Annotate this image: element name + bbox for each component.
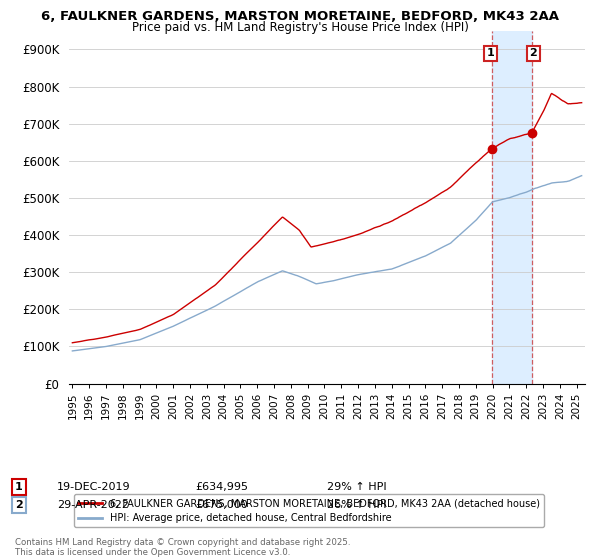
Text: £675,000: £675,000 [195,500,248,510]
Text: 1: 1 [15,482,23,492]
Text: 29-APR-2022: 29-APR-2022 [57,500,129,510]
Text: 2: 2 [15,500,23,510]
Text: Price paid vs. HM Land Registry's House Price Index (HPI): Price paid vs. HM Land Registry's House … [131,21,469,34]
Text: 19-DEC-2019: 19-DEC-2019 [57,482,131,492]
Legend: 6, FAULKNER GARDENS, MARSTON MORETAINE, BEDFORD, MK43 2AA (detached house), HPI:: 6, FAULKNER GARDENS, MARSTON MORETAINE, … [74,494,544,527]
Bar [492,31,532,384]
Text: £634,995: £634,995 [195,482,248,492]
Text: 26% ↑ HPI: 26% ↑ HPI [327,500,386,510]
Text: 1: 1 [487,49,494,58]
Text: Contains HM Land Registry data © Crown copyright and database right 2025.
This d: Contains HM Land Registry data © Crown c… [15,538,350,557]
Text: 6, FAULKNER GARDENS, MARSTON MORETAINE, BEDFORD, MK43 2AA: 6, FAULKNER GARDENS, MARSTON MORETAINE, … [41,10,559,23]
Text: 2: 2 [530,49,537,58]
Text: 29% ↑ HPI: 29% ↑ HPI [327,482,386,492]
